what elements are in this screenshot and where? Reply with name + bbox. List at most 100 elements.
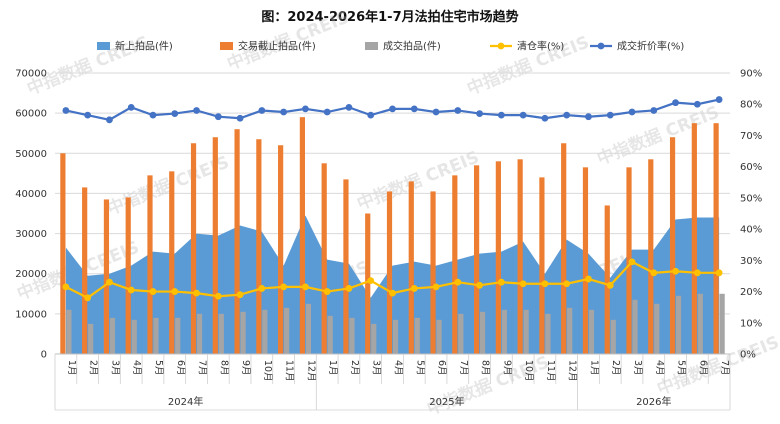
y-right-tick-label: 70% xyxy=(740,131,762,142)
discount-rate-point xyxy=(84,111,92,119)
bar-deal xyxy=(305,303,312,354)
y-left-tick-label: 50000 xyxy=(15,149,47,160)
clear-rate-point xyxy=(497,278,505,286)
legend: 新上拍品(件) 交易截止拍品(件) 成交拍品(件) 清仓率(%) 成交折价率(%) xyxy=(97,40,684,53)
discount-rate-point xyxy=(345,103,353,111)
clear-rate-point xyxy=(367,277,375,285)
bar-deadline xyxy=(691,123,697,354)
bar-deadline xyxy=(234,129,240,354)
clear-rate-point xyxy=(715,269,723,277)
y-left-tick-label: 40000 xyxy=(15,189,47,200)
discount-rate-point xyxy=(62,107,70,114)
line-layer xyxy=(62,96,723,302)
bar-deal xyxy=(458,313,464,354)
clear-rate-point xyxy=(519,280,527,288)
bar-deal xyxy=(349,317,355,354)
y-left-tick-label: 20000 xyxy=(15,269,47,280)
y-right-tick-label: 80% xyxy=(740,100,762,111)
y-right-tick-label: 0% xyxy=(740,350,756,361)
legend-label-deadline: 交易截止拍品(件) xyxy=(238,40,316,53)
x-tick-label: 7月 xyxy=(719,360,730,376)
y-left-tick-label: 10000 xyxy=(15,309,47,320)
discount-rate-point xyxy=(280,108,288,116)
x-tick-label: 10月 xyxy=(523,360,534,382)
bar-deadline xyxy=(648,159,654,354)
clear-rate-point xyxy=(410,285,418,292)
discount-rate-point xyxy=(127,103,135,111)
bar-deadline xyxy=(169,171,175,354)
bar-deadline xyxy=(256,139,262,354)
x-tick-label: 1月 xyxy=(327,360,338,376)
legend-label-deal: 成交拍品(件) xyxy=(383,40,441,53)
bar-deal xyxy=(610,319,616,354)
legend-marker-discount xyxy=(597,42,605,50)
legend-label-clear: 清仓率(%) xyxy=(517,40,564,53)
bar-deadline xyxy=(278,145,284,354)
discount-rate-point xyxy=(302,105,309,113)
clear-rate-point xyxy=(585,275,592,283)
y-right-tick-label: 60% xyxy=(740,162,762,173)
clear-rate-point xyxy=(127,286,135,294)
bar-deal xyxy=(66,309,72,354)
x-tick-label: 6月 xyxy=(436,360,447,376)
y-right-tick-label: 20% xyxy=(740,287,762,298)
bar-deadline xyxy=(495,161,501,354)
bar-deal xyxy=(109,317,116,354)
x-tick-label: 2月 xyxy=(88,360,99,376)
clear-rate-point xyxy=(84,294,92,302)
x-tick-label: 5月 xyxy=(414,360,425,376)
legend-swatch-deal xyxy=(365,42,378,50)
discount-rate-point xyxy=(715,96,723,103)
bar-deadline xyxy=(517,159,523,354)
discount-rate-point xyxy=(606,111,614,119)
clear-rate-point xyxy=(149,288,157,295)
x-tick-label: 4月 xyxy=(654,360,665,376)
bar-deal xyxy=(545,313,551,354)
bar-deadline xyxy=(321,163,327,354)
x-tick-label: 5月 xyxy=(153,360,164,376)
y-left-tick-label: 30000 xyxy=(15,229,47,240)
bar-deadline xyxy=(343,179,349,354)
clear-rate-point xyxy=(672,267,679,275)
clear-rate-point xyxy=(171,288,179,295)
clear-rate-point xyxy=(106,278,113,286)
area-new-listings xyxy=(65,215,720,354)
bar-deal xyxy=(632,299,638,354)
discount-rate-point xyxy=(214,113,222,121)
bar-deal xyxy=(567,307,573,354)
bar-deadline xyxy=(604,205,610,354)
clear-rate-point xyxy=(193,289,200,297)
x-tick-label: 7月 xyxy=(197,360,208,376)
bar-deal xyxy=(284,307,290,354)
x-tick-label: 6月 xyxy=(697,360,708,376)
x-tick-label: 11月 xyxy=(545,360,556,382)
legend-swatch-new xyxy=(97,42,110,50)
bar-deal xyxy=(218,313,224,354)
clear-rate-point xyxy=(236,291,244,299)
legend-label-discount: 成交折价率(%) xyxy=(617,40,684,53)
clear-rate-point xyxy=(476,281,483,289)
x-tick-label: 12月 xyxy=(305,360,316,382)
y-right-tick-label: 90% xyxy=(740,69,762,80)
bar-deadline xyxy=(103,199,110,354)
discount-rate-point xyxy=(585,113,592,121)
bar-deadline xyxy=(669,137,676,354)
x-tick-label: 3月 xyxy=(109,360,120,376)
discount-rate-point xyxy=(650,107,658,114)
bar-deal xyxy=(479,311,486,354)
discount-rate-point xyxy=(672,99,679,107)
bar-deadline xyxy=(60,153,66,354)
clear-rate-point xyxy=(541,280,549,288)
clear-rate-point xyxy=(323,288,331,295)
bar-deadline xyxy=(582,167,589,354)
x-tick-label: 7月 xyxy=(458,360,469,376)
clear-rate-point xyxy=(454,278,462,286)
clear-rate-point xyxy=(563,280,571,288)
watermark-text: 中指数据 CREIS xyxy=(594,102,722,170)
x-tick-label: 1月 xyxy=(588,360,599,376)
clear-rate-point xyxy=(62,283,70,291)
bar-deadline xyxy=(561,143,567,354)
bar-deadline xyxy=(713,123,719,354)
discount-rate-point xyxy=(258,107,266,114)
bar-deadline xyxy=(365,213,371,354)
